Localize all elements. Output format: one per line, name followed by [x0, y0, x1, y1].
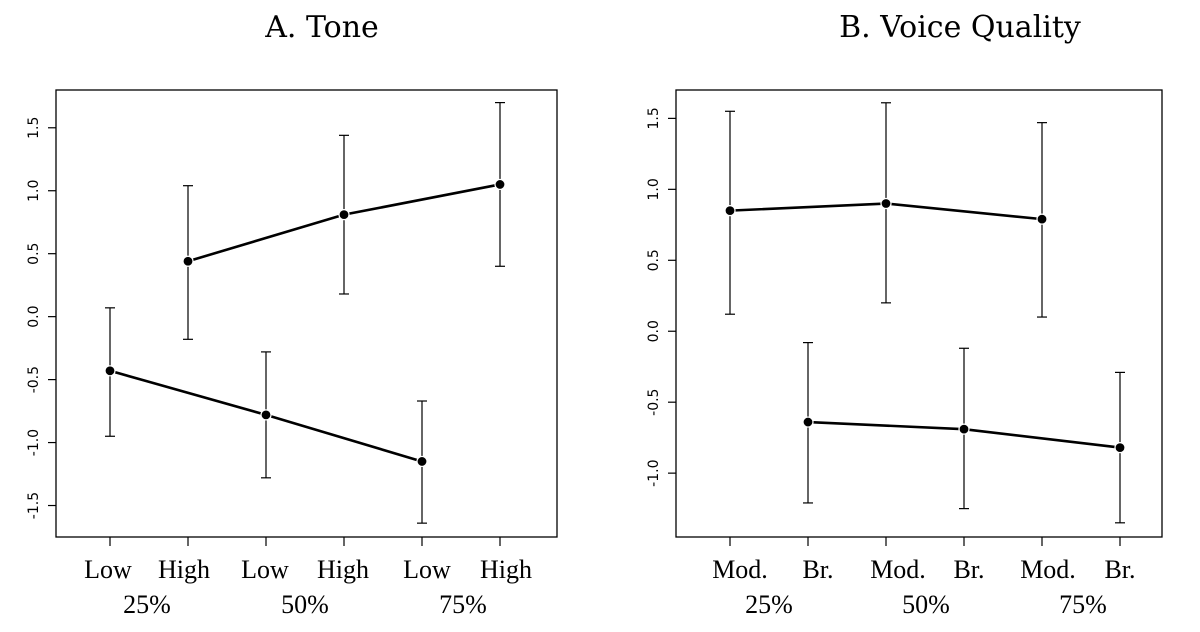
data-point-b-1 [724, 205, 736, 217]
data-point-b-2 [958, 423, 970, 435]
panel-b-title: B. Voice Quality [839, 10, 1081, 45]
x-category-label-b: Br. [1104, 555, 1135, 584]
data-point-a-2 [104, 365, 116, 377]
x-category-label-b: Mod. [1020, 555, 1076, 584]
y-tick-label-a: 1.5 [26, 117, 42, 139]
y-tick-label-a: 1.0 [26, 180, 42, 202]
x-group-label-a: 25% [123, 590, 171, 619]
x-category-label-a: High [317, 555, 369, 584]
data-point-b-2 [1114, 442, 1126, 454]
data-point-a-1 [338, 209, 350, 221]
y-tick-label-b: 0.5 [646, 249, 662, 271]
data-point-a-2 [260, 409, 272, 421]
x-group-label-b: 25% [745, 590, 793, 619]
y-tick-label-a: -1.5 [26, 492, 42, 519]
data-point-a-1 [182, 255, 194, 267]
y-tick-label-b: 1.0 [646, 178, 662, 200]
plot-frame-b [675, 89, 1163, 538]
x-category-label-a: High [158, 555, 210, 584]
x-group-label-b: 50% [902, 590, 950, 619]
data-point-b-1 [1036, 213, 1048, 225]
x-group-label-a: 50% [281, 590, 329, 619]
x-group-label-a: 75% [439, 590, 487, 619]
y-tick-label-b: 0.0 [646, 320, 662, 342]
data-point-a-1 [494, 178, 506, 191]
x-category-label-a: Low [241, 555, 289, 584]
data-point-b-1 [880, 197, 892, 210]
x-category-label-a: Low [84, 555, 132, 584]
x-category-label-b: Mod. [870, 555, 926, 584]
x-group-label-b: 75% [1059, 590, 1107, 619]
x-category-label-b: Mod. [712, 555, 768, 584]
y-tick-label-b: -1.0 [646, 459, 662, 486]
x-category-label-b: Br. [802, 555, 833, 584]
panel-a-title: A. Tone [265, 10, 379, 45]
data-point-a-2 [416, 455, 428, 468]
y-tick-label-a: -1.0 [26, 429, 42, 456]
data-point-b-2 [802, 416, 814, 428]
y-tick-label-b: 1.5 [646, 107, 662, 129]
y-tick-label-a: 0.0 [26, 306, 42, 328]
y-tick-label-b: -0.5 [646, 389, 662, 416]
x-category-label-a: High [480, 555, 532, 584]
y-tick-label-a: 0.5 [26, 243, 42, 265]
y-tick-label-a: -0.5 [26, 366, 42, 393]
x-category-label-b: Br. [953, 555, 984, 584]
plot-frame-a [55, 89, 558, 538]
x-category-label-a: Low [403, 555, 451, 584]
